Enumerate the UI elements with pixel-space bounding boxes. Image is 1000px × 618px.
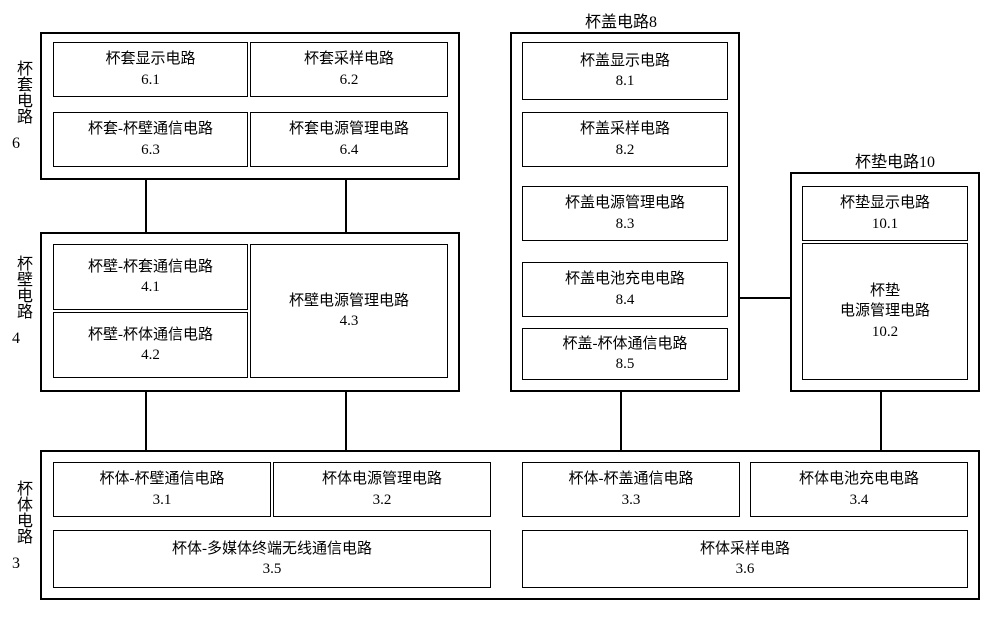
cell-3-4-title: 杯体电池充电电路 <box>799 469 919 489</box>
cell-3-6: 杯体采样电路 3.6 <box>522 530 968 588</box>
cell-10-1: 杯垫显示电路 10.1 <box>802 186 968 241</box>
cell-6-1-num: 6.1 <box>141 70 160 90</box>
cell-8-2: 杯盖采样电路 8.2 <box>522 112 728 167</box>
cell-4-1-num: 4.1 <box>141 277 160 297</box>
group4-label-text: 杯壁电路 <box>10 255 34 319</box>
cell-6-3-title: 杯套-杯壁通信电路 <box>88 119 213 139</box>
cell-8-1: 杯盖显示电路 8.1 <box>522 42 728 100</box>
cell-4-3-title: 杯壁电源管理电路 <box>289 291 409 311</box>
cell-10-1-title: 杯垫显示电路 <box>840 193 930 213</box>
cell-8-3: 杯盖电源管理电路 8.3 <box>522 186 728 241</box>
cell-3-2-title: 杯体电源管理电路 <box>322 469 442 489</box>
label-g8: 杯盖电路8 <box>585 14 657 31</box>
group6-label-num: 6 <box>12 135 20 153</box>
cell-8-4-num: 8.4 <box>616 290 635 310</box>
cell-3-2-num: 3.2 <box>373 490 392 510</box>
group10-label: 杯垫电路10 <box>855 148 935 172</box>
cell-3-5: 杯体-多媒体终端无线通信电路 3.5 <box>53 530 491 588</box>
cell-8-5: 杯盖-杯体通信电路 8.5 <box>522 328 728 380</box>
cell-6-3: 杯套-杯壁通信电路 6.3 <box>53 112 248 167</box>
cell-8-4-title: 杯盖电池充电电路 <box>565 269 685 289</box>
label-g10: 杯垫电路10 <box>855 154 935 171</box>
cell-3-1: 杯体-杯壁通信电路 3.1 <box>53 462 271 517</box>
cell-3-4: 杯体电池充电电路 3.4 <box>750 462 968 517</box>
cell-8-3-title: 杯盖电源管理电路 <box>565 193 685 213</box>
cell-8-3-num: 8.3 <box>616 214 635 234</box>
cell-3-6-title: 杯体采样电路 <box>700 539 790 559</box>
cell-4-2: 杯壁-杯体通信电路 4.2 <box>53 312 248 378</box>
cell-3-2: 杯体电源管理电路 3.2 <box>273 462 491 517</box>
cell-6-4-title: 杯套电源管理电路 <box>289 119 409 139</box>
cell-10-2-line2: 电源管理电路 <box>840 301 930 321</box>
label-g4-num: 4 <box>12 330 20 347</box>
cell-3-5-num: 3.5 <box>263 559 282 579</box>
cell-8-5-num: 8.5 <box>616 354 635 374</box>
cell-4-1-title: 杯壁-杯套通信电路 <box>88 257 213 277</box>
cell-8-2-num: 8.2 <box>616 140 635 160</box>
label-g6-name: 杯套电路 <box>14 60 31 124</box>
cell-3-5-title: 杯体-多媒体终端无线通信电路 <box>172 539 372 559</box>
cell-6-3-num: 6.3 <box>141 140 160 160</box>
cell-8-4: 杯盖电池充电电路 8.4 <box>522 262 728 317</box>
cell-10-2-line1: 杯垫 <box>870 281 900 301</box>
cell-6-2-title: 杯套采样电路 <box>304 49 394 69</box>
cell-4-1: 杯壁-杯套通信电路 4.1 <box>53 244 248 310</box>
group3-label-text: 杯体电路 <box>10 480 34 544</box>
cell-6-2: 杯套采样电路 6.2 <box>250 42 448 97</box>
cell-6-1: 杯套显示电路 6.1 <box>53 42 248 97</box>
cell-6-2-num: 6.2 <box>340 70 359 90</box>
cell-8-1-num: 8.1 <box>616 71 635 91</box>
cell-3-1-title: 杯体-杯壁通信电路 <box>100 469 225 489</box>
label-g6-num: 6 <box>12 135 20 152</box>
cell-6-4-num: 6.4 <box>340 140 359 160</box>
cell-3-6-num: 3.6 <box>736 559 755 579</box>
cell-8-5-title: 杯盖-杯体通信电路 <box>563 334 688 354</box>
cell-6-4: 杯套电源管理电路 6.4 <box>250 112 448 167</box>
group4-label-num: 4 <box>12 330 20 348</box>
cell-3-3-title: 杯体-杯盖通信电路 <box>569 469 694 489</box>
cell-3-1-num: 3.1 <box>153 490 172 510</box>
cell-8-2-title: 杯盖采样电路 <box>580 119 670 139</box>
label-g3-name: 杯体电路 <box>14 480 31 544</box>
cell-4-3: 杯壁电源管理电路 4.3 <box>250 244 448 378</box>
label-g3-num: 3 <box>12 555 20 572</box>
cell-4-2-num: 4.2 <box>141 345 160 365</box>
cell-4-3-num: 4.3 <box>340 311 359 331</box>
group3-label-num: 3 <box>12 555 20 573</box>
cell-10-2: 杯垫 电源管理电路 10.2 <box>802 243 968 380</box>
cell-10-1-num: 10.1 <box>872 214 898 234</box>
cell-8-1-title: 杯盖显示电路 <box>580 51 670 71</box>
cell-4-2-title: 杯壁-杯体通信电路 <box>88 325 213 345</box>
cell-3-3: 杯体-杯盖通信电路 3.3 <box>522 462 740 517</box>
cell-10-2-num: 10.2 <box>872 322 898 342</box>
label-g4-name: 杯壁电路 <box>14 255 31 319</box>
cell-3-3-num: 3.3 <box>622 490 641 510</box>
cell-3-4-num: 3.4 <box>850 490 869 510</box>
group8-label: 杯盖电路8 <box>585 8 657 32</box>
cell-6-1-title: 杯套显示电路 <box>105 49 195 69</box>
group6-label-text: 杯套电路 <box>10 60 34 124</box>
